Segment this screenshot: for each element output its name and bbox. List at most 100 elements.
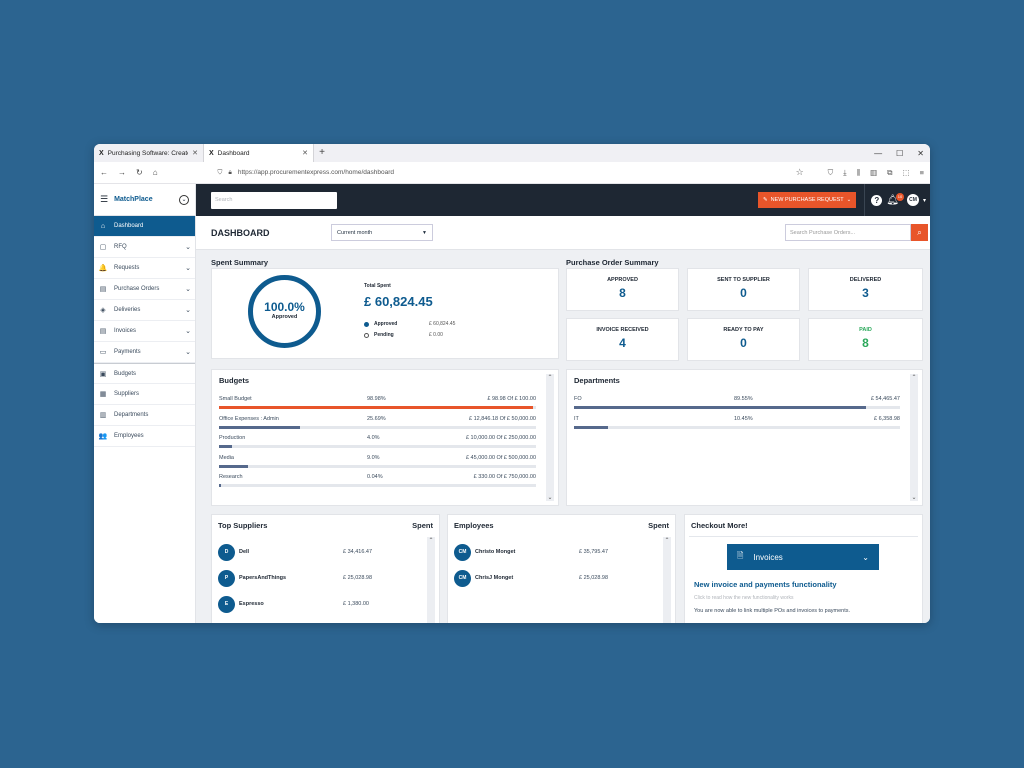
scroll-down-icon[interactable]: ⌄ [547, 495, 553, 501]
sidebar-item-rfq[interactable]: ▢ RFQ ⌄ [94, 237, 195, 258]
chevron-down-icon: ⌄ [185, 265, 191, 272]
pocket-icon[interactable]: ⛉ [827, 167, 834, 177]
user-menu-caret-icon[interactable]: ▾ [922, 197, 926, 204]
menu-icon[interactable]: ≡ [919, 167, 924, 177]
sidebar-item-deliveries[interactable]: ◈ Deliveries ⌄ [94, 300, 195, 321]
budget-row[interactable]: Office Expenses : Admin 25.69% £ 12,846.18… [219, 416, 536, 430]
sidebar-item-budgets[interactable]: ▣ Budgets [94, 363, 195, 384]
sidebar-icon[interactable]: ▥ [870, 167, 878, 177]
supplier-row[interactable]: P PapersAndThings £ 25,028.98 [218, 569, 372, 587]
close-tab-icon[interactable]: ✕ [302, 150, 308, 157]
departments-title: Departments [574, 376, 620, 385]
row-name: FO [574, 396, 582, 402]
budgets-scrollbar[interactable]: ⌃ ⌄ [546, 374, 554, 501]
address-bar[interactable]: ⛉ 🔒︎ https://app.procurementexpress.com/… [218, 165, 818, 181]
scroll-up-icon[interactable]: ⌃ [428, 538, 434, 544]
budget-row[interactable]: Research 0.04% £ 330.00 Of £ 750,000.00 [219, 474, 536, 488]
progress-track [219, 406, 536, 409]
sidebar-item-label: Dashboard [114, 223, 144, 229]
po-card-label: READY TO PAY [723, 327, 764, 333]
sidebar-item-invoices[interactable]: ▤ Invoices ⌄ [94, 321, 195, 342]
budget-row[interactable]: Production 4.0% £ 10,000.00 Of £ 250,000.0… [219, 435, 536, 449]
row-amount: £ 1,380.00 [343, 601, 369, 607]
period-select-value: Current month [337, 229, 373, 236]
po-card-sent-to-supplier[interactable]: SENT TO SUPPLIER 0 [687, 268, 800, 311]
scroll-up-icon[interactable]: ⌃ [911, 375, 917, 381]
po-card-count: 0 [740, 336, 747, 350]
sidebar-item-purchase-orders[interactable]: ▤ Purchase Orders ⌄ [94, 279, 195, 300]
feature-read-more-link[interactable]: Click to read how the new functionality … [694, 595, 794, 601]
maximize-icon[interactable]: ☐ [896, 148, 904, 158]
close-tab-icon[interactable]: ✕ [192, 150, 198, 157]
supplier-row[interactable]: D Dell £ 34,416.47 [218, 543, 372, 561]
search-icon[interactable]: ⌕ [911, 224, 928, 241]
close-window-icon[interactable]: ✕ [917, 148, 924, 158]
po-card-ready-to-pay[interactable]: READY TO PAY 0 [687, 318, 800, 361]
budget-row[interactable]: Small Budget 98.98% £ 98.98 Of £ 100.00 [219, 396, 536, 410]
progress-fill [219, 464, 248, 468]
po-card-paid[interactable]: PAID 8 [808, 318, 923, 361]
approved-percent: 100.0% [264, 300, 305, 314]
row-amount: £ 6,358.98 [874, 415, 900, 422]
browser-tab-dashboard[interactable]: X Dashboard ✕ [204, 144, 314, 162]
notifications-bell-icon[interactable]: 🔔︎ 10 [886, 192, 904, 206]
file-icon: ▤ [99, 286, 107, 293]
help-icon[interactable]: ? [871, 194, 883, 206]
browser-tab-purchasing[interactable]: X Purchasing Software: Create Pu ✕ [94, 144, 204, 162]
scroll-up-icon[interactable]: ⌃ [664, 538, 670, 544]
invoices-button-label: Invoices [753, 552, 783, 562]
lock-icon: 🔒︎ [228, 168, 232, 176]
invoices-dropdown-button[interactable]: 🗎 Invoices ⌄ [727, 544, 879, 570]
progress-track [219, 464, 536, 468]
sidebar-item-requests[interactable]: 🔔 Requests ⌄ [94, 258, 195, 279]
employee-row[interactable]: CM ChrisJ Monget £ 25,028.98 [454, 569, 608, 587]
new-purchase-request-button[interactable]: ✎ NEW PURCHASE REQUEST ⌄ [758, 192, 857, 208]
sidebar-item-employees[interactable]: 👥 Employees [94, 426, 195, 447]
reload-icon[interactable]: ↻ [136, 168, 143, 177]
departments-scrollbar[interactable]: ⌃ ⌄ [910, 374, 918, 501]
feature-description: You are now able to link multiple POs an… [694, 608, 851, 614]
forward-icon[interactable]: → [118, 168, 126, 177]
user-avatar[interactable]: CM [906, 194, 919, 206]
department-row[interactable]: FO 89.55% £ 54,465.47 [574, 396, 900, 410]
url-text[interactable]: https://app.procurementexpress.com/home/… [237, 169, 394, 176]
sidebar-item-label: RFQ [114, 244, 127, 250]
supplier-row[interactable]: E Espresso £ 1,380.00 [218, 595, 369, 613]
hamburger-icon[interactable]: ☰ [100, 194, 109, 204]
global-search-input[interactable]: Search [211, 191, 337, 209]
account-switch-icon[interactable]: ⌄ [179, 194, 189, 205]
site-favicon-icon: X [209, 149, 214, 157]
sidebar-item-payments[interactable]: ▭ Payments ⌄ [94, 342, 195, 363]
po-card-approved[interactable]: APPROVED 8 [566, 268, 679, 311]
sidebar-item-dashboard[interactable]: ⌂ Dashboard [94, 216, 195, 237]
sidebar-item-departments[interactable]: ▥ Departments [94, 405, 195, 426]
download-icon[interactable]: ⤓ [843, 167, 847, 177]
home-icon[interactable]: ⌂ [152, 168, 158, 177]
employee-row[interactable]: CM Christo Monget £ 35,795.47 [454, 543, 608, 561]
scroll-up-icon[interactable]: ⌃ [547, 375, 553, 381]
po-card-delivered[interactable]: DELIVERED 3 [808, 268, 923, 311]
library-icon[interactable]: ⫼ [856, 167, 861, 177]
period-select[interactable]: Current month ▼ [331, 224, 433, 241]
po-search-input[interactable]: Search Purchase Orders... [785, 224, 911, 241]
back-icon[interactable]: ← [100, 168, 108, 177]
legend-dot [364, 321, 369, 327]
department-row[interactable]: IT 10.45% £ 6,358.98 [574, 416, 900, 430]
employees-card: Employees Spent CM Christo Monget £ 35,795… [447, 514, 676, 623]
bookmark-star-icon[interactable]: ☆ [795, 167, 804, 177]
budget-row[interactable]: Media 9.0% £ 45,000.00 Of £ 500,000.00 [219, 455, 536, 469]
minimize-icon[interactable]: — [874, 148, 883, 158]
sidebar-item-label: Employees [114, 433, 144, 439]
employees-scrollbar[interactable]: ⌃ [663, 537, 671, 623]
extension-icon[interactable]: ⧉ [887, 167, 893, 177]
browser-window: X Purchasing Software: Create Pu ✕ X Das… [94, 144, 930, 623]
po-card-invoice-received[interactable]: INVOICE RECEIVED 4 [566, 318, 679, 361]
shield-icon[interactable]: ⛉ [217, 168, 223, 176]
scroll-down-icon[interactable]: ⌄ [911, 495, 917, 501]
budgets-card: Budgets Small Budget 98.98% £ 98.98 Of £ 1… [211, 369, 559, 506]
new-tab-button[interactable]: + [319, 147, 325, 158]
building-icon: ▥ [99, 412, 107, 419]
suppliers-scrollbar[interactable]: ⌃ [427, 537, 435, 623]
screenshot-icon[interactable]: ⬚ [902, 167, 910, 177]
sidebar-item-suppliers[interactable]: ▦ Suppliers [94, 384, 195, 405]
